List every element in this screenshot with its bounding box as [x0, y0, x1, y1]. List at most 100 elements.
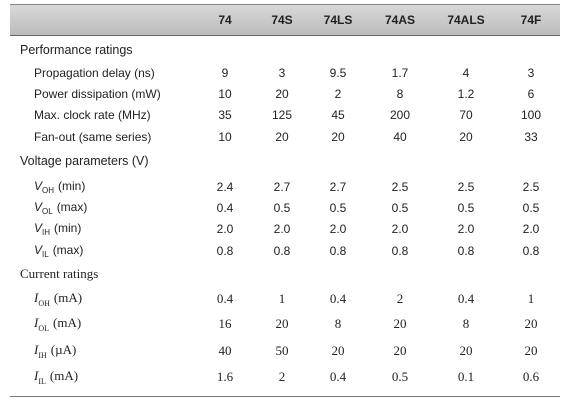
value-cell: 6	[527, 87, 535, 101]
value-cell: 20	[275, 316, 289, 331]
section-title: Performance ratings	[20, 43, 133, 57]
value-cell: 0.4	[329, 291, 347, 306]
value-cell: 1.6	[216, 369, 234, 384]
value-cell: 20	[459, 343, 473, 358]
value-cell: 20	[524, 316, 538, 331]
label-suffix: (µA)	[50, 342, 77, 358]
value-cell: 3	[278, 66, 286, 80]
value-cell: 0.8	[522, 244, 540, 258]
value-cell: 2.4	[216, 180, 234, 194]
label-symbol: I	[34, 315, 39, 331]
value-cell: 4	[462, 66, 470, 80]
value-cell: 0.6	[522, 369, 540, 384]
label-symbol: I	[34, 368, 39, 384]
value-cell: 2	[396, 291, 404, 306]
row-label: Fan-out (same series)	[34, 130, 152, 144]
value-cell: 0.4	[216, 291, 234, 306]
label-symbol: V	[34, 199, 43, 214]
label-subscript: OH	[42, 186, 55, 196]
label-subscript: OL	[42, 207, 53, 217]
label-subscript: OH	[38, 298, 50, 308]
row-label: Max. clock rate (MHz)	[34, 108, 151, 122]
label-symbol: I	[34, 290, 39, 306]
value-cell: 10	[218, 87, 232, 101]
value-cell: 2.0	[329, 222, 347, 236]
label-suffix: (min)	[58, 178, 86, 193]
value-cell: 40	[218, 343, 232, 358]
value-cell: 1.2	[457, 87, 475, 101]
column-header: 74	[218, 13, 232, 27]
column-header: 74S	[271, 13, 293, 27]
value-cell: 2.5	[457, 180, 475, 194]
section-title: Current ratings	[20, 266, 99, 281]
value-cell: 2.5	[391, 180, 409, 194]
value-cell: 0.5	[522, 201, 540, 215]
value-cell: 9	[221, 66, 229, 80]
label-suffix: (mA)	[53, 290, 83, 306]
value-cell: 0.4	[329, 369, 347, 384]
value-cell: 20	[524, 343, 538, 358]
value-cell: 100	[520, 108, 542, 122]
label-symbol: V	[34, 220, 43, 235]
value-cell: 35	[218, 108, 232, 122]
value-cell: 9.5	[329, 66, 347, 80]
label-symbol: V	[34, 178, 43, 193]
value-cell: 0.5	[273, 201, 291, 215]
value-cell: 2.0	[391, 222, 409, 236]
value-cell: 0.8	[216, 244, 234, 258]
row-label: IOH (mA)	[34, 290, 82, 308]
label-subscript: IH	[42, 228, 51, 238]
column-header: 74ALS	[447, 13, 485, 27]
value-cell: 0.8	[391, 244, 409, 258]
label-symbol: V	[34, 242, 43, 257]
row-label: VIL (max)	[34, 243, 83, 259]
value-cell: 10	[218, 130, 232, 144]
label-symbol: I	[34, 342, 39, 358]
value-cell: 1	[527, 291, 535, 306]
value-cell: 20	[331, 343, 345, 358]
value-cell: 2.0	[457, 222, 475, 236]
value-cell: 40	[393, 130, 407, 144]
value-cell: 20	[393, 343, 407, 358]
header-band	[10, 4, 560, 36]
value-cell: 8	[334, 316, 342, 331]
label-suffix: (min)	[54, 220, 82, 235]
label-suffix: (max)	[52, 242, 84, 257]
value-cell: 8	[396, 87, 404, 101]
label-suffix: (mA)	[49, 368, 79, 384]
row-label: Propagation delay (ns)	[34, 66, 155, 80]
value-cell: 1	[278, 291, 286, 306]
column-header: 74F	[520, 13, 542, 27]
value-cell: 70	[459, 108, 473, 122]
value-cell: 0.5	[391, 201, 409, 215]
value-cell: 0.8	[457, 244, 475, 258]
value-cell: 2.7	[329, 180, 347, 194]
value-cell: 2	[278, 369, 286, 384]
bottom-rule	[10, 396, 560, 397]
value-cell: 0.5	[329, 201, 347, 215]
value-cell: 33	[524, 130, 538, 144]
label-suffix: (mA)	[53, 315, 82, 331]
label-subscript: OL	[38, 323, 50, 333]
row-label: VIH (min)	[34, 221, 81, 237]
value-cell: 2.7	[273, 180, 291, 194]
value-cell: 0.8	[329, 244, 347, 258]
value-cell: 45	[331, 108, 345, 122]
value-cell: 20	[331, 130, 345, 144]
value-cell: 20	[459, 130, 473, 144]
column-header: 74AS	[384, 13, 416, 27]
row-label: IIL (mA)	[34, 368, 78, 386]
value-cell: 2.0	[273, 222, 291, 236]
row-label: Power dissipation (mW)	[34, 87, 161, 101]
section-title: Voltage parameters (V)	[20, 154, 149, 168]
value-cell: 20	[275, 87, 289, 101]
value-cell: 2	[334, 87, 342, 101]
value-cell: 0.4	[457, 291, 475, 306]
value-cell: 2.5	[522, 180, 540, 194]
value-cell: 125	[271, 108, 293, 122]
value-cell: 3	[527, 66, 535, 80]
value-cell: 2.0	[216, 222, 234, 236]
value-cell: 0.5	[457, 201, 475, 215]
value-cell: 2.0	[522, 222, 540, 236]
